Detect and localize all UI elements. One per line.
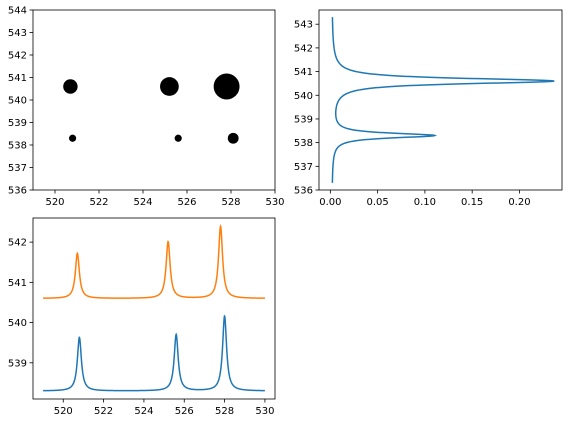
profile-xtick-label: 0.10 [414, 197, 436, 208]
scatter-ytick-label: 538 [8, 141, 27, 152]
profile-ytick-label: 540 [294, 91, 313, 102]
profile-xtick-label: 0.15 [461, 197, 483, 208]
scatter-point [174, 134, 182, 142]
scatter-ytick-label: 543 [8, 28, 27, 39]
spectra-xtick-label: 528 [215, 406, 234, 417]
spectra-xtick-label: 530 [255, 406, 274, 417]
scatter-xtick-label: 520 [45, 197, 64, 208]
spectra-xtick-label: 524 [134, 406, 153, 417]
profile-ytick-label: 542 [294, 43, 313, 54]
scatter-ytick-label: 542 [8, 51, 27, 62]
profile-ytick-label: 538 [294, 138, 313, 149]
spectra-frame [32, 217, 276, 400]
profile-ytick-label: 539 [294, 114, 313, 125]
scatter-ytick-label: 536 [8, 186, 27, 197]
spectra-ytick-label: 540 [8, 318, 27, 329]
profile-ytick-label: 543 [294, 20, 313, 31]
scatter-ytick-label: 537 [8, 163, 27, 174]
spectra-series-0-line [43, 314, 265, 392]
profile-ytick-label: 541 [294, 67, 313, 78]
spectra-ytick-label: 542 [8, 238, 27, 249]
scatter-ytick-label: 541 [8, 73, 27, 84]
scatter-xtick-label: 530 [265, 197, 284, 208]
profile-ytick-label: 537 [294, 162, 313, 173]
scatter-xtick-label: 522 [89, 197, 108, 208]
scatter-point [63, 79, 78, 94]
profile-line [331, 17, 555, 183]
spectra-xtick-label: 526 [175, 406, 194, 417]
profile-xtick-label: 0.05 [366, 197, 388, 208]
scatter-xtick-label: 528 [221, 197, 240, 208]
scatter-point [69, 134, 77, 142]
scatter-point [160, 77, 179, 96]
profile-xtick-label: 0.20 [508, 197, 530, 208]
profile-panel: 0.00 0.05 0.10 0.15 0.20 536 537 538 539 540 541 54… [294, 9, 563, 208]
profile-ytick-label: 536 [294, 186, 313, 197]
profile-frame [318, 9, 563, 191]
scatter-ytick-label: 540 [8, 96, 27, 107]
spectra-xtick-label: 520 [54, 406, 73, 417]
scatter-point [227, 132, 239, 144]
spectra-ytick-label: 541 [8, 278, 27, 289]
spectra-series-1-line [43, 223, 265, 299]
scatter-ytick-label: 539 [8, 118, 27, 129]
spectra-xtick-label: 522 [94, 406, 113, 417]
scatter-panel: 520 522 524 526 528 530 536 537 538 539 540 541 542 5… [8, 6, 285, 209]
spectra-ytick-label: 539 [8, 358, 27, 369]
profile-xtick-label: 0.00 [319, 197, 341, 208]
spectra-panel: 520 522 524 526 528 530 539 540 541 542 [8, 217, 276, 417]
scatter-point [213, 73, 240, 100]
scatter-xtick-label: 524 [133, 197, 152, 208]
scatter-xtick-label: 526 [177, 197, 196, 208]
scatter-ytick-label: 544 [8, 6, 27, 17]
